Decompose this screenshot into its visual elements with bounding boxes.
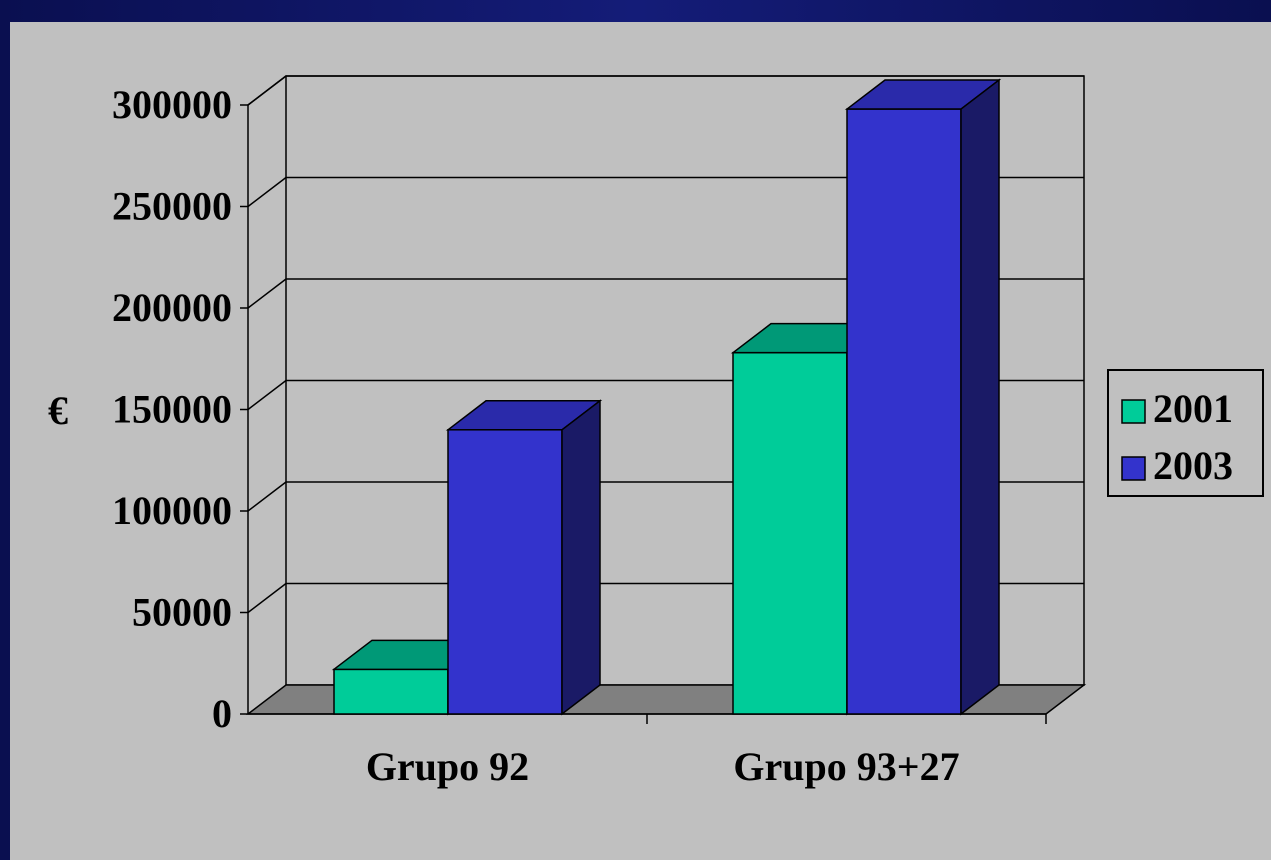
gridline-side: [247, 176, 287, 208]
gridline-side: [247, 75, 287, 106]
y-tick-label: 200000: [112, 285, 232, 330]
legend-swatch: [1121, 399, 1146, 424]
chart-panel: [10, 22, 1271, 860]
y-tick-label: 0: [212, 691, 232, 736]
x-category-labels: Grupo 92 Grupo 93+27: [366, 744, 960, 789]
chart-bars: [331, 78, 1002, 716]
legend: 2001 2003: [1107, 369, 1264, 497]
bar-front: [846, 108, 962, 715]
bar-side: [960, 78, 1000, 716]
y-tick-label: 100000: [112, 488, 232, 533]
x-category-label: Grupo 92: [366, 744, 529, 789]
y-tick-label: 250000: [112, 184, 232, 229]
gridline-side: [247, 481, 287, 512]
bar-front: [447, 429, 563, 715]
gridline-side: [247, 379, 287, 411]
gridline-side: [247, 278, 287, 309]
legend-label: 2001: [1153, 386, 1233, 431]
bar-front: [333, 668, 449, 715]
gridline-side: [247, 582, 287, 614]
y-tick-label: 150000: [112, 387, 232, 432]
bar-front: [732, 351, 848, 715]
bar-side: [561, 399, 601, 716]
y-tick-label: 300000: [112, 82, 232, 127]
y-axis-label: €: [48, 388, 68, 433]
legend-label: 2003: [1153, 443, 1233, 488]
y-tick-labels: 0 50000 100000 150000 200000 250000 300000: [112, 82, 232, 736]
x-category-label: Grupo 93+27: [733, 744, 959, 789]
y-tick-label: 50000: [132, 590, 232, 635]
legend-swatch: [1121, 456, 1146, 481]
